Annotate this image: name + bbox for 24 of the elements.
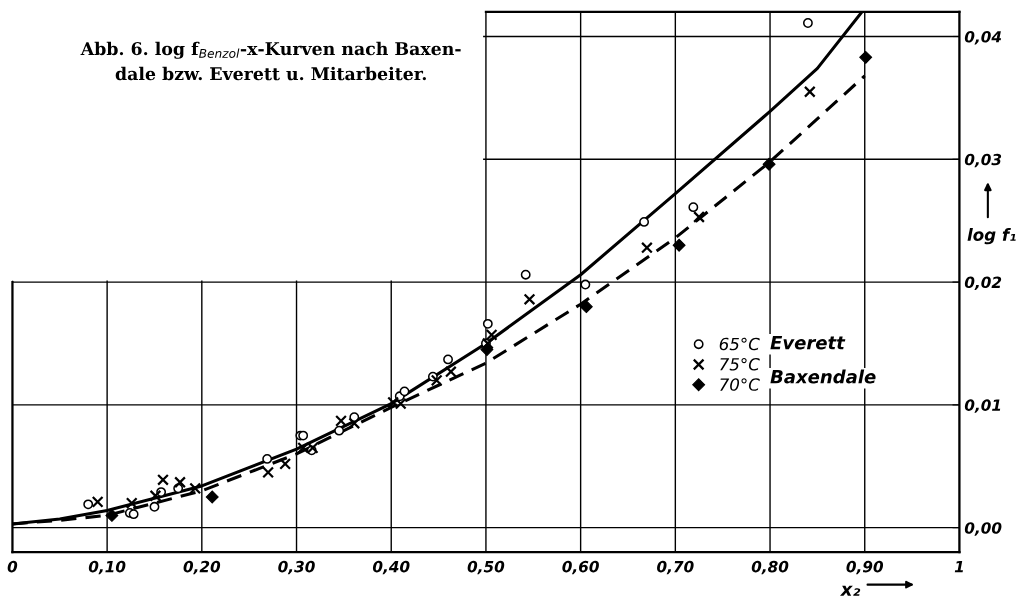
legend-label: 70°C — [720, 378, 760, 391]
x-tick-label: 0,40 — [372, 560, 410, 575]
x-tick-label: 0,60 — [562, 560, 599, 575]
x-tick-label: 0,80 — [751, 560, 789, 575]
x-tick-label: 0 — [7, 560, 18, 573]
x-tick-label: 0,10 — [88, 560, 126, 575]
x-tick-label: 1 — [954, 561, 963, 573]
x-tick-label: 0,20 — [183, 560, 221, 575]
y-tick-label: 0,00 — [964, 522, 1002, 536]
annotation: Baxendale — [770, 369, 876, 384]
x-tick-label: 0,90 — [846, 560, 884, 575]
y-tick-label: 0,03 — [964, 153, 1002, 168]
legend-label: 75°C — [720, 357, 760, 371]
x-tick-label: 0,50 — [467, 560, 505, 575]
y-axis-title: log f₁ — [967, 228, 1016, 245]
y-tick-label: 0,02 — [964, 276, 1002, 291]
annotation: Everett — [770, 336, 846, 350]
x-tick-label: 0,30 — [278, 560, 315, 575]
y-tick-label: 0,04 — [964, 30, 1002, 45]
x-axis-title: x₂ — [840, 585, 861, 596]
y-tick-label: 0,01 — [964, 399, 1001, 413]
text: Abb. 6. log f$_{Benzol}$-x-Kurven nach Baxen- dale bzw. Everett u. Mitarbeiter. — [80, 41, 461, 81]
x-tick-label: 0,70 — [657, 560, 694, 575]
legend-label: 65°C — [719, 337, 760, 351]
